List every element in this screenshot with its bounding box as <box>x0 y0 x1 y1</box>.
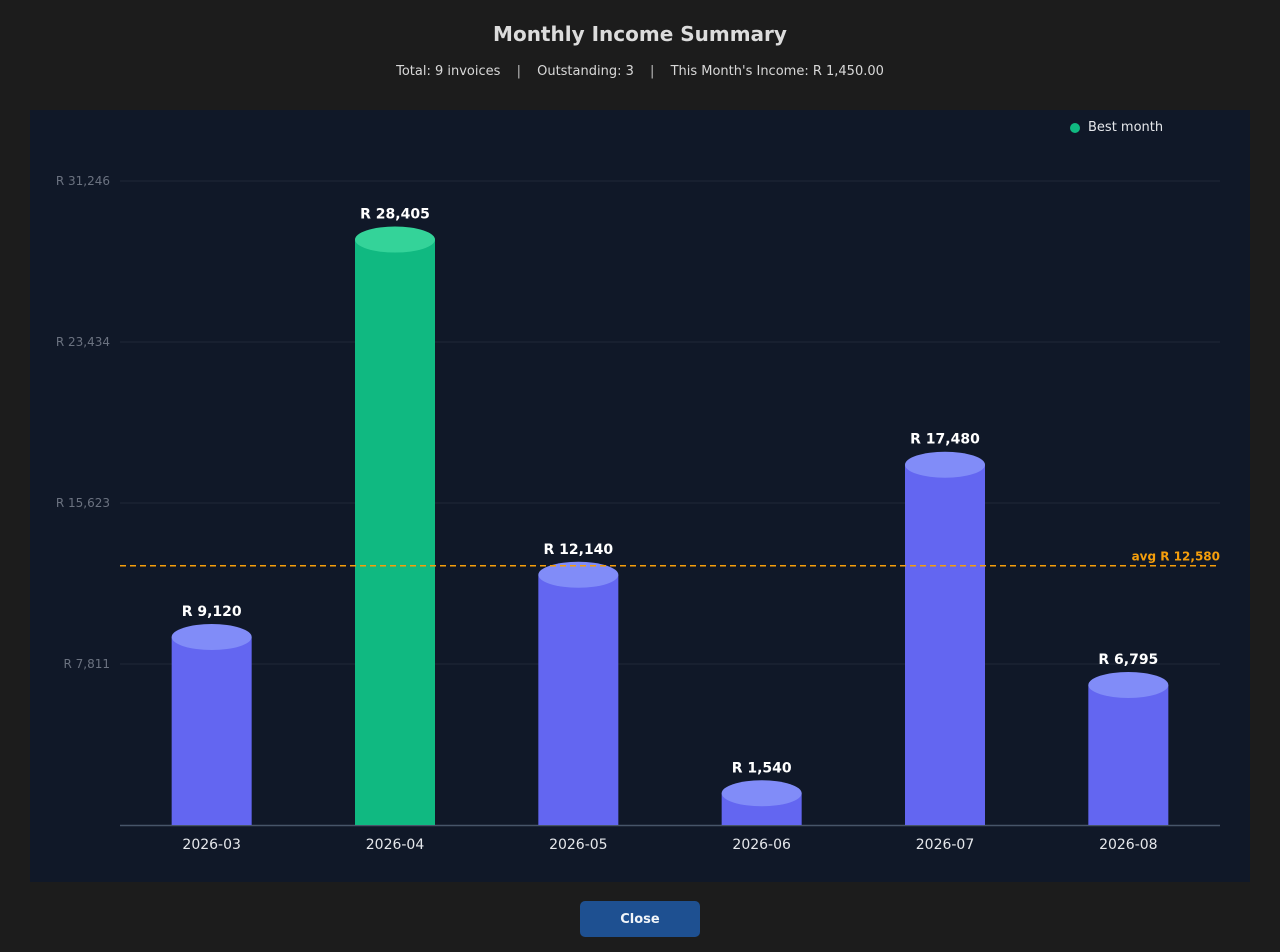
bar <box>1088 684 1169 825</box>
average-label: avg R 12,580 <box>1132 550 1220 564</box>
bar-value-label: R 12,140 <box>543 542 613 558</box>
chart-legend: Best month <box>1070 120 1163 135</box>
y-tick-label: R 23,434 <box>56 335 110 349</box>
x-category-label: 2026-08 <box>1099 837 1158 853</box>
x-category-label: 2026-05 <box>549 837 608 853</box>
bar-top-cap <box>721 780 802 807</box>
x-category-label: 2026-07 <box>916 837 975 853</box>
total-invoices-text: Total: 9 invoices <box>396 64 501 79</box>
bar-value-label: R 17,480 <box>910 432 980 448</box>
bar-top-cap <box>1088 671 1169 698</box>
y-tick-label: R 31,246 <box>56 174 110 188</box>
x-category-label: 2026-06 <box>732 837 791 853</box>
chart-panel: R 7,811 R 15,623 R 23,434 R 31,246 R 9,120 20… <box>30 110 1250 882</box>
bar <box>355 239 435 826</box>
bar <box>905 464 985 825</box>
summary-separator: | <box>516 64 521 79</box>
bar-value-label: R 6,795 <box>1098 652 1158 668</box>
legend-swatch <box>1070 122 1080 133</box>
bar <box>171 637 252 825</box>
y-tick-label: R 15,623 <box>56 496 110 510</box>
bar-value-label: R 9,120 <box>182 604 242 620</box>
bar-top-cap <box>171 624 252 651</box>
summary-line: Total: 9 invoices | Outstanding: 3 | Thi… <box>0 64 1280 79</box>
y-tick-label: R 7,811 <box>63 657 110 671</box>
bar-value-label: R 1,540 <box>732 760 792 776</box>
page-title: Monthly Income Summary <box>493 22 787 46</box>
income-bar-chart: R 7,811 R 15,623 R 23,434 R 31,246 R 9,120 20… <box>56 174 1220 853</box>
bar-top-cap <box>538 561 619 588</box>
x-category-label: 2026-03 <box>182 837 241 853</box>
legend-label: Best month <box>1088 120 1164 135</box>
bar-top-cap <box>355 226 435 253</box>
bar-value-label: R 28,405 <box>360 207 430 223</box>
bar-top-cap <box>905 451 985 478</box>
month-income-text: This Month's Income: R 1,450.00 <box>670 64 884 79</box>
summary-separator: | <box>650 64 655 79</box>
close-button[interactable]: Close <box>580 901 700 937</box>
bar <box>538 574 619 825</box>
outstanding-text: Outstanding: 3 <box>537 64 634 79</box>
x-category-label: 2026-04 <box>366 837 425 853</box>
